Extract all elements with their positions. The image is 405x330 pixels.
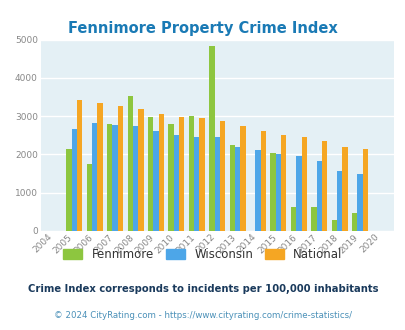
- Bar: [199, 118, 204, 231]
- Bar: [173, 135, 179, 231]
- Bar: [179, 117, 184, 231]
- Bar: [132, 126, 138, 231]
- Bar: [362, 149, 367, 231]
- Bar: [168, 124, 173, 231]
- Bar: [153, 131, 158, 231]
- Bar: [148, 117, 153, 231]
- Bar: [66, 149, 71, 231]
- Bar: [240, 126, 245, 231]
- Bar: [87, 164, 92, 231]
- Bar: [220, 121, 225, 231]
- Bar: [188, 116, 194, 231]
- Bar: [158, 114, 164, 231]
- Bar: [112, 125, 117, 231]
- Bar: [356, 174, 362, 231]
- Bar: [92, 123, 97, 231]
- Bar: [71, 129, 77, 231]
- Bar: [209, 46, 214, 231]
- Bar: [336, 171, 341, 231]
- Bar: [321, 141, 326, 231]
- Bar: [275, 154, 280, 231]
- Bar: [260, 131, 265, 231]
- Bar: [255, 150, 260, 231]
- Bar: [290, 207, 296, 231]
- Legend: Fennimore, Wisconsin, National: Fennimore, Wisconsin, National: [63, 248, 342, 261]
- Bar: [138, 109, 143, 231]
- Text: Crime Index corresponds to incidents per 100,000 inhabitants: Crime Index corresponds to incidents per…: [28, 284, 377, 294]
- Bar: [97, 103, 102, 231]
- Text: © 2024 CityRating.com - https://www.cityrating.com/crime-statistics/: © 2024 CityRating.com - https://www.city…: [54, 312, 351, 320]
- Bar: [280, 135, 286, 231]
- Bar: [107, 124, 112, 231]
- Bar: [214, 137, 220, 231]
- Bar: [127, 96, 132, 231]
- Bar: [117, 106, 123, 231]
- Bar: [311, 207, 316, 231]
- Bar: [194, 137, 199, 231]
- Bar: [316, 161, 321, 231]
- Bar: [229, 145, 234, 231]
- Bar: [301, 137, 306, 231]
- Bar: [270, 153, 275, 231]
- Text: Fennimore Property Crime Index: Fennimore Property Crime Index: [68, 21, 337, 36]
- Bar: [77, 100, 82, 231]
- Bar: [331, 219, 336, 231]
- Bar: [341, 147, 347, 231]
- Bar: [296, 155, 301, 231]
- Bar: [351, 213, 356, 231]
- Bar: [234, 147, 240, 231]
